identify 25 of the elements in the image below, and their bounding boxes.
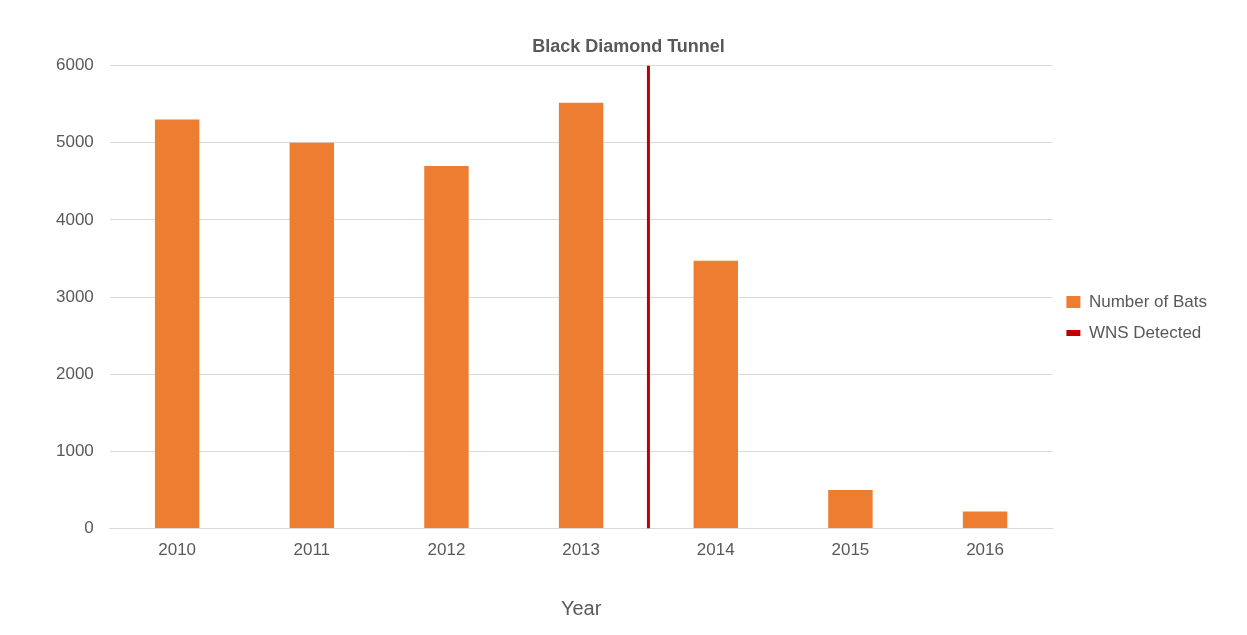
x-tick-label: 2014 — [696, 540, 735, 560]
bar — [154, 119, 200, 529]
x-tick-label: 2011 — [293, 540, 331, 560]
bar — [424, 165, 469, 529]
bar — [828, 490, 873, 529]
bar — [693, 260, 738, 529]
legend-label: WNS Detected — [1088, 322, 1202, 342]
y-tick-label: 5000 — [55, 132, 94, 152]
y-tick-label: 6000 — [55, 55, 94, 75]
x-tick-label: 2012 — [427, 540, 466, 560]
y-tick-label: 4000 — [55, 209, 94, 229]
y-tick-label: 3000 — [55, 286, 94, 306]
x-tick-label: 2016 — [966, 540, 1004, 560]
bar — [558, 102, 604, 529]
x-tick-label: 2015 — [831, 540, 870, 560]
x-tick-label: 2013 — [562, 540, 601, 560]
y-tick-label: 1000 — [55, 441, 94, 461]
x-axis-title: Year — [560, 596, 602, 619]
x-tick-label: 2010 — [158, 540, 197, 560]
y-tick-label: 0 — [84, 518, 94, 538]
legend-label: Number of Bats — [1088, 291, 1208, 311]
y-tick-label: 2000 — [55, 363, 94, 383]
chart-title: Black Diamond Tunnel — [532, 35, 725, 56]
bar — [962, 511, 1008, 529]
bar — [289, 142, 335, 529]
